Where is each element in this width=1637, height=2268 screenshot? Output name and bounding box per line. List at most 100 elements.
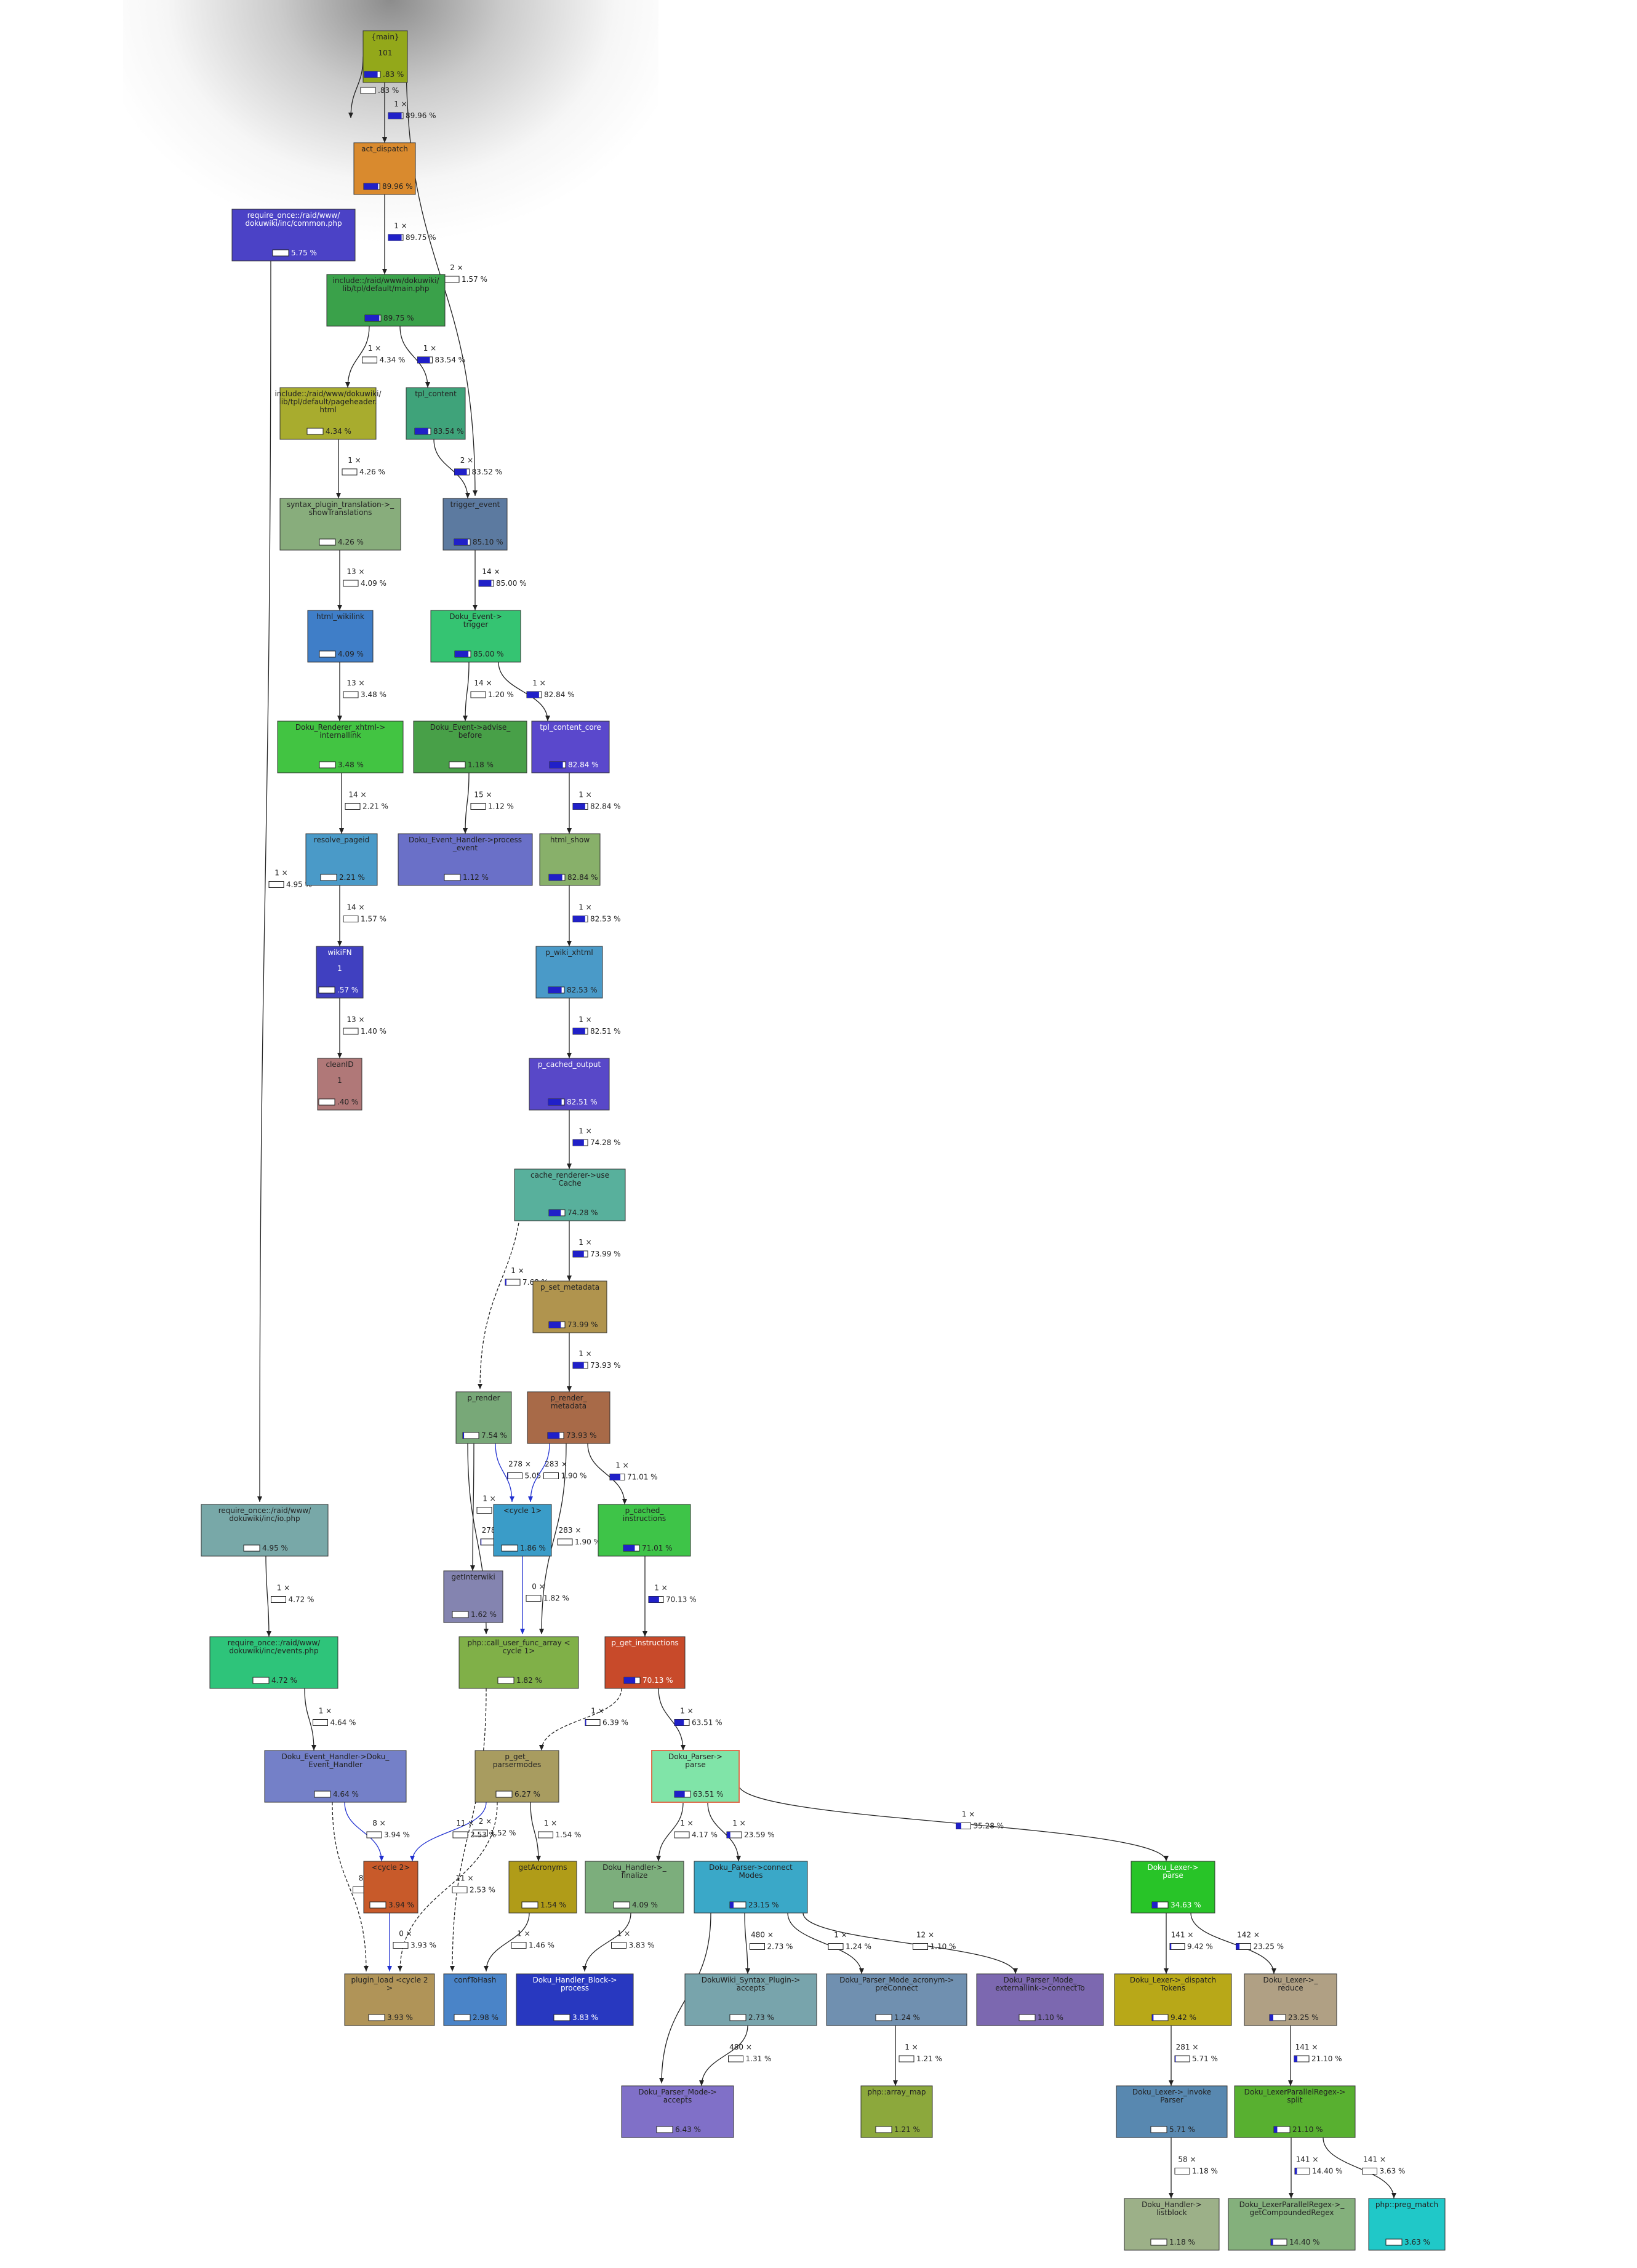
node-tpl-content[interactable]: tpl_content 83.54 % [406, 387, 466, 440]
node-html-show[interactable]: html_show 82.84 % [539, 833, 601, 886]
node-externallink-connect[interactable]: Doku_Parser_Mode_externallink->connectTo… [976, 1973, 1104, 2026]
node-trigger-event[interactable]: trigger_event 85.10 % [442, 498, 508, 551]
node-box[interactable] [231, 209, 356, 262]
node-html-wikilink[interactable]: html_wikilink 4.09 % [307, 610, 374, 663]
node-p-wiki-xhtml[interactable]: p_wiki_xhtml 82.53 % [535, 946, 603, 999]
node-box[interactable] [514, 1168, 626, 1221]
node-inc-pagehdr[interactable]: include::/raid/www/dokuwiki/lib/tpl/defa… [275, 387, 382, 440]
node-plugin-load[interactable]: plugin_load <cycle 2>3.93 % [344, 1973, 435, 2026]
node-box[interactable] [279, 498, 401, 551]
node-main[interactable]: {main} 101 .83 % [362, 30, 408, 83]
node-box[interactable] [516, 1973, 634, 2026]
node-acronym-preconnect[interactable]: Doku_Parser_Mode_acronym->preConnect 1.24… [826, 1973, 967, 2026]
node-box[interactable] [1116, 2085, 1228, 2138]
node-p-render-metadata[interactable]: p_render_metadata 73.93 % [527, 1391, 610, 1444]
node-renderer-internallink[interactable]: Doku_Renderer_xhtml->internallink 3.48 % [277, 721, 404, 773]
node-p-cached-output[interactable]: p_cached_output 82.51 % [529, 1058, 610, 1111]
node-req-common[interactable]: require_once::/raid/www/dokuwiki/inc/com… [231, 209, 356, 262]
node-box[interactable] [344, 1973, 435, 2026]
node-box[interactable] [535, 946, 603, 999]
node-box[interactable] [1244, 1973, 1337, 2026]
node-box[interactable] [651, 1750, 740, 1803]
edge-call-count: 1 × [578, 903, 592, 912]
node-box[interactable] [976, 1973, 1104, 2026]
node-box[interactable] [684, 1973, 817, 2026]
node-box[interactable] [277, 721, 404, 773]
node-label: require_once::/raid/www/ [218, 1506, 311, 1515]
node-process-event[interactable]: Doku_Event_Handler->process_event 1.12 % [398, 833, 533, 886]
node-getacronyms[interactable]: getAcronyms 1.54 % [508, 1861, 577, 1914]
node-box[interactable] [398, 833, 533, 886]
node-box[interactable] [458, 1636, 579, 1689]
node-box[interactable] [1234, 2085, 1356, 2138]
node-getinterwiki[interactable]: getInterwiki 1.62 % [443, 1570, 503, 1623]
node-conftohash[interactable]: confToHash 2.98 % [443, 1973, 507, 2026]
node-listblock[interactable]: Doku_Handler->listblock 1.18 % [1124, 2198, 1220, 2251]
node-mode-accepts[interactable]: Doku_Parser_Mode->accepts 6.43 % [621, 2085, 734, 2138]
node-lexer-reduce[interactable]: Doku_Lexer->_reduce 23.25 % [1244, 1973, 1337, 2026]
node-box[interactable] [1131, 1861, 1215, 1914]
node-syntax-plugin-accepts[interactable]: DokuWiki_Syntax_Plugin->accepts 2.73 % [684, 1973, 817, 2026]
node-compound-regex[interactable]: Doku_LexerParallelRegex->_getCompoundedR… [1228, 2198, 1356, 2251]
node-wikifn[interactable]: wikiFN 1 .57 % [316, 946, 364, 999]
node-box[interactable] [201, 1504, 329, 1557]
node-box[interactable] [442, 498, 508, 551]
node-box[interactable] [826, 1973, 967, 2026]
node-box[interactable] [860, 2085, 933, 2138]
node-lexer-parse[interactable]: Doku_Lexer->parse 34.63 % [1131, 1861, 1215, 1914]
node-cycle1[interactable]: <cycle 1> 1.86 % [493, 1504, 552, 1557]
node-box[interactable] [621, 2085, 734, 2138]
node-cycle2[interactable]: <cycle 2> 3.94 % [363, 1861, 418, 1914]
node-box[interactable] [1124, 2198, 1220, 2251]
node-box[interactable] [305, 833, 378, 886]
node-box[interactable] [531, 721, 610, 773]
node-box[interactable] [443, 1570, 503, 1623]
node-box[interactable] [694, 1861, 808, 1914]
node-inc-main[interactable]: include::/raid/www/dokuwiki/lib/tpl/defa… [326, 274, 446, 327]
node-advise-before[interactable]: Doku_Event->advise_before 1.18 % [413, 721, 527, 773]
node-box[interactable] [430, 610, 521, 663]
node-box[interactable] [326, 274, 446, 327]
node-act[interactable]: act_dispatch 89.96 % [353, 142, 416, 195]
node-p-get-instructions[interactable]: p_get_instructions 70.13 % [604, 1636, 686, 1689]
node-p-cached-instructions[interactable]: p_cached_instructions 71.01 % [598, 1504, 691, 1557]
node-box[interactable] [264, 1750, 407, 1803]
node-syntax-plugin[interactable]: syntax_plugin_translation->_showTranslat… [279, 498, 401, 551]
node-parser-parse[interactable]: Doku_Parser->parse 63.51 % [651, 1750, 740, 1803]
node-box[interactable] [209, 1636, 338, 1689]
node-box[interactable] [532, 1280, 607, 1333]
node-box[interactable] [598, 1504, 691, 1557]
node-p-get-parsermodes[interactable]: p_get_parsermodes 6.27 % [474, 1750, 559, 1803]
node-req-io[interactable]: require_once::/raid/www/dokuwiki/inc/io.… [201, 1504, 329, 1557]
node-p-set-metadata[interactable]: p_set_metadata 73.99 % [532, 1280, 607, 1333]
node-box[interactable] [529, 1058, 610, 1111]
node-box[interactable] [1228, 2198, 1356, 2251]
node-resolve-pageid[interactable]: resolve_pageid 2.21 % [305, 833, 378, 886]
node-box[interactable] [279, 387, 377, 440]
node-box[interactable] [474, 1750, 559, 1803]
node-req-events[interactable]: require_once::/raid/www/dokuwiki/inc/eve… [209, 1636, 338, 1689]
node-cleanid[interactable]: cleanID 1 .40 % [317, 1058, 362, 1111]
node-box[interactable] [1114, 1973, 1232, 2026]
node-box[interactable] [585, 1861, 684, 1914]
node-call-user-func[interactable]: php::call_user_func_array <cycle 1>1.82 … [458, 1636, 579, 1689]
node-box[interactable] [413, 721, 527, 773]
node-doku-event-trigger[interactable]: Doku_Event->trigger 85.00 % [430, 610, 521, 663]
node-handler-block-process[interactable]: Doku_Handler_Block->process 3.83 % [516, 1973, 634, 2026]
node-box[interactable] [1368, 2198, 1446, 2251]
node-p-render[interactable]: p_render 7.54 % [455, 1391, 512, 1444]
node-event-handler[interactable]: Doku_Event_Handler->Doku_Event_Handler 4.… [264, 1750, 407, 1803]
node-handler-finalize[interactable]: Doku_Handler->_finalize 4.09 % [585, 1861, 684, 1914]
node-box[interactable] [527, 1391, 610, 1444]
node-box[interactable] [508, 1861, 577, 1914]
node-box[interactable] [604, 1636, 686, 1689]
node-tpl-content-core[interactable]: tpl_content_core 82.84 % [531, 721, 610, 773]
node-lexer-split[interactable]: Doku_LexerParallelRegex->split 21.10 % [1234, 2085, 1356, 2138]
node-box[interactable] [307, 610, 374, 663]
